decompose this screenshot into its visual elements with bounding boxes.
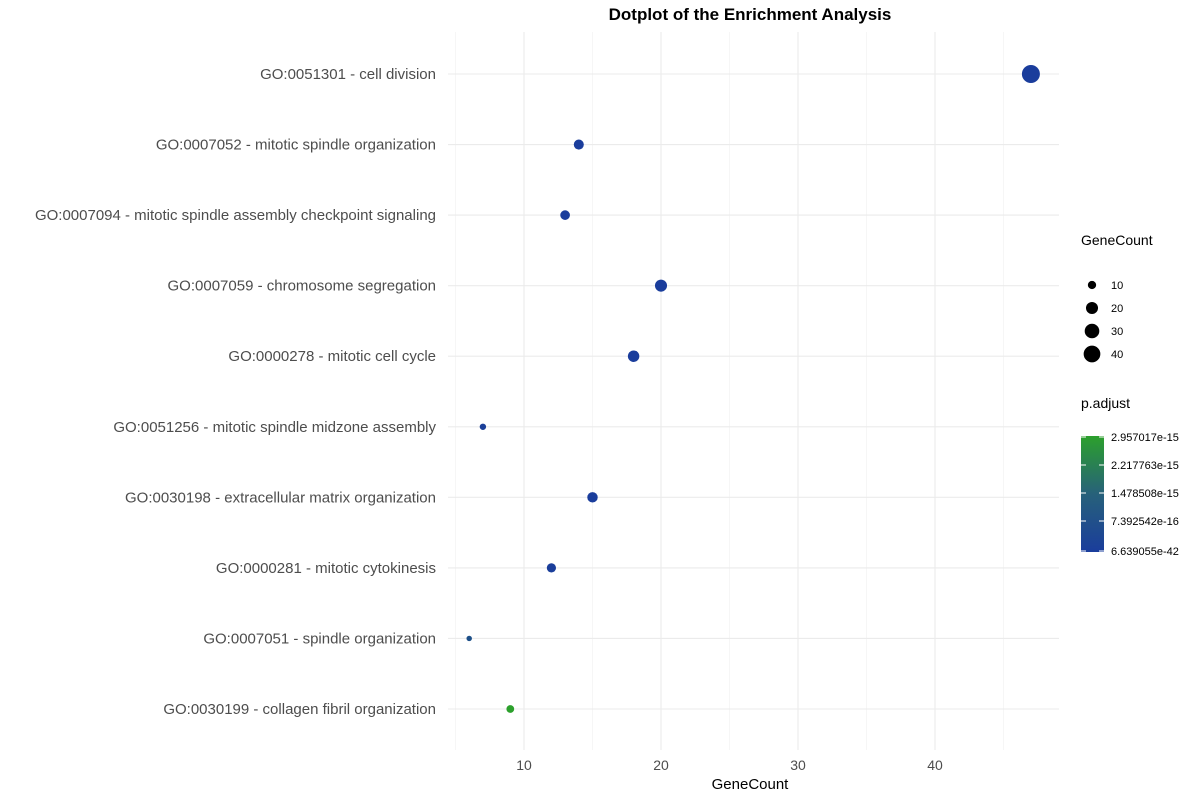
x-tick-label: 20 — [653, 757, 669, 773]
color-legend-title: p.adjust — [1081, 395, 1130, 411]
category-label: GO:0007051 - spindle organization — [203, 630, 436, 647]
category-label: GO:0007059 - chromosome segregation — [168, 278, 436, 295]
data-point — [506, 705, 515, 713]
size-legend-title: GeneCount — [1081, 232, 1153, 248]
grid — [448, 32, 1059, 750]
category-label: GO:0030199 - collagen fibril organizatio… — [163, 701, 436, 718]
size-legend-label: 30 — [1111, 326, 1123, 338]
category-label: GO:0051301 - cell division — [260, 66, 436, 83]
x-tick-label: 30 — [790, 757, 806, 773]
data-point — [560, 210, 570, 220]
size-legend: GeneCount 10 20 30 40 — [1081, 232, 1153, 363]
color-legend-label: 6.639055e-42 — [1111, 546, 1179, 558]
color-legend-label: 1.478508e-15 — [1111, 488, 1179, 500]
size-legend-key — [1083, 345, 1101, 363]
data-point — [466, 635, 472, 642]
data-point — [1021, 65, 1040, 83]
category-label: GO:0007052 - mitotic spindle organizatio… — [156, 137, 436, 154]
color-legend-label: 2.217763e-15 — [1111, 460, 1179, 472]
size-legend-label: 20 — [1111, 303, 1123, 315]
category-label: GO:0051256 - mitotic spindle midzone ass… — [113, 419, 436, 436]
color-legend-label: 2.957017e-15 — [1111, 432, 1179, 444]
x-axis-tick-labels: 10 20 30 40 — [516, 757, 943, 773]
size-legend-label: 40 — [1111, 349, 1123, 361]
size-legend-key — [1084, 323, 1100, 339]
color-legend-label: 7.392542e-16 — [1111, 516, 1179, 528]
category-label: GO:0030198 - extracellular matrix organi… — [125, 489, 436, 506]
data-point — [546, 563, 557, 573]
size-legend-key — [1087, 280, 1097, 290]
category-label: GO:0000278 - mitotic cell cycle — [228, 348, 436, 365]
x-tick-label: 10 — [516, 757, 532, 773]
category-label: GO:0000281 - mitotic cytokinesis — [216, 560, 436, 577]
y-axis-category-labels: GO:0051301 - cell division GO:0007052 - m… — [35, 66, 437, 718]
data-point — [654, 279, 668, 292]
color-legend: p.adjust 2.957017e-15 2.217763e-15 1.47850… — [1081, 395, 1179, 558]
x-axis-title: GeneCount — [712, 776, 790, 793]
data-point — [587, 492, 598, 503]
size-legend-key — [1085, 301, 1099, 315]
x-tick-label: 40 — [927, 757, 943, 773]
size-legend-label: 10 — [1111, 280, 1123, 292]
data-point — [627, 350, 640, 362]
data-points — [466, 65, 1040, 713]
data-point — [479, 423, 487, 430]
category-label: GO:0007094 - mitotic spindle assembly ch… — [35, 207, 436, 224]
chart-title: Dotplot of the Enrichment Analysis — [609, 5, 892, 24]
color-legend-bar — [1081, 436, 1104, 552]
data-point — [573, 139, 584, 150]
